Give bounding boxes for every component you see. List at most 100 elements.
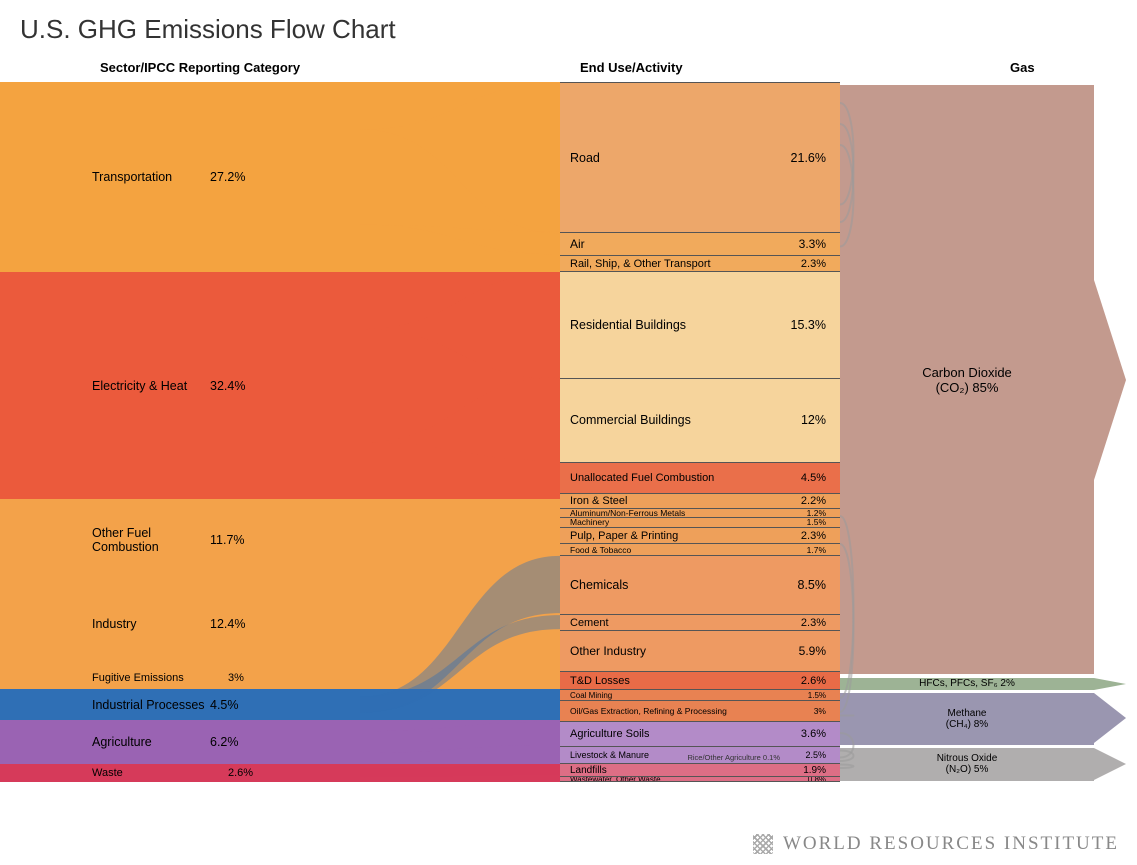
enduse-pct: 1.5% — [807, 517, 826, 527]
sector-transportation: Transportation 27.2% — [0, 82, 560, 272]
enduse-label: Coal Mining — [570, 691, 612, 700]
sector-label: Fugitive Emissions — [92, 672, 184, 684]
enduse-label: Chemicals — [570, 578, 628, 592]
enduse-pct: 12% — [801, 413, 826, 427]
gas-label: Carbon Dioxide — [922, 365, 1012, 380]
gas-ch4: Methane(CH₄) 8% — [840, 693, 1094, 745]
enduse-label: Aluminum/Non-Ferrous Metals — [570, 508, 685, 516]
enduse-landfills: Landfills 1.9% — [560, 763, 840, 776]
enduse-pct: 8.5% — [798, 578, 827, 592]
col-header-gas: Gas — [1010, 60, 1035, 75]
enduse-res_buildings: Residential Buildings15.3% — [560, 271, 840, 378]
gas-arrowhead-icon — [1094, 678, 1126, 690]
enduse-pct: 2.5% — [805, 750, 826, 760]
enduse-label: Agriculture Soils — [570, 728, 649, 740]
enduse-pct: 5.9% — [799, 644, 826, 658]
sector-fugitive: Fugitive Emissions3% — [0, 668, 560, 689]
enduse-label: Rail, Ship, & Other Transport — [570, 258, 711, 270]
enduse-unalloc_fuel: Unallocated Fuel Combustion 4.5% — [560, 462, 840, 493]
enduse-machinery: Machinery 1.5% — [560, 517, 840, 527]
enduse-pct: 1.9% — [803, 765, 826, 776]
enduse-label: Livestock & Manure — [570, 750, 649, 760]
enduse-footnote: Rice/Other Agriculture 0.1% — [687, 753, 780, 762]
enduse-aluminum: Aluminum/Non-Ferrous Metals 1.2% — [560, 508, 840, 516]
enduse-oil_gas: Oil/Gas Extraction, Refining & Processin… — [560, 700, 840, 721]
sector-pct: 11.7% — [210, 533, 245, 547]
enduse-label: Wastewater, Other Waste — [570, 776, 661, 782]
gas-label-sub: (CH₄) 8% — [946, 719, 988, 730]
gas-label-sub: (CO₂) 85% — [936, 380, 999, 395]
enduse-label: Unallocated Fuel Combustion — [570, 472, 714, 484]
sector-label: Transportation — [92, 170, 172, 184]
enduse-pct: 1.5% — [808, 691, 826, 700]
sector-label: Industrial Processes — [92, 698, 205, 712]
gas-label: Nitrous Oxide — [937, 753, 998, 764]
sector-pct: 6.2% — [210, 735, 239, 749]
enduse-label: Air — [570, 237, 585, 251]
col-header-sector: Sector/IPCC Reporting Category — [100, 60, 300, 75]
enduse-chemicals: Chemicals 8.5% — [560, 555, 840, 614]
sector-electricity_heat: Electricity & Heat 32.4% — [0, 272, 560, 499]
enduse-pct: 4.5% — [801, 472, 826, 484]
enduse-pct: 3.3% — [799, 237, 826, 251]
sector-label: Waste — [92, 767, 123, 779]
enduse-pct: 2.3% — [801, 530, 826, 542]
enduse-label: Other Industry — [570, 644, 646, 658]
enduse-pct: 3% — [814, 706, 826, 716]
gas-arrowhead-icon — [1094, 280, 1126, 480]
sector-other_fuel: Other Fuel Combustion 11.7% — [0, 499, 560, 581]
enduse-label: Landfills — [570, 765, 607, 776]
sector-label: Industry — [92, 617, 136, 631]
gas-co2: Carbon Dioxide(CO₂) 85% — [840, 85, 1094, 674]
enduse-pct: 2.2% — [801, 495, 826, 507]
sector-industrial_proc: Industrial Processes4.5% — [0, 689, 560, 721]
enduse-coal_mining: Coal Mining 1.5% — [560, 689, 840, 699]
enduse-cement: Cement 2.3% — [560, 614, 840, 630]
enduse-pulp_paper: Pulp, Paper & Printing 2.3% — [560, 527, 840, 543]
enduse-pct: 0.8% — [808, 776, 826, 782]
enduse-label: Oil/Gas Extraction, Refining & Processin… — [570, 706, 727, 716]
sector-pct: 12.4% — [210, 617, 245, 631]
enduse-pct: 1.7% — [807, 545, 826, 555]
wri-logo-icon — [753, 834, 773, 854]
page-title: U.S. GHG Emissions Flow Chart — [20, 14, 396, 45]
enduse-label: Commercial Buildings — [570, 413, 691, 427]
enduse-air: Air 3.3% — [560, 232, 840, 255]
footer-attribution: WORLD RESOURCES INSTITUTE — [753, 833, 1119, 855]
enduse-com_buildings: Commercial Buildings 12% — [560, 378, 840, 462]
enduse-iron_steel: Iron & Steel 2.2% — [560, 493, 840, 508]
footer-text: WORLD RESOURCES INSTITUTE — [783, 833, 1119, 855]
enduse-label: Cement — [570, 617, 609, 629]
enduse-livestock: Livestock & Manure 2.5% Rice/Other Agricul… — [560, 746, 840, 763]
enduse-label: Road — [570, 151, 600, 165]
enduse-other_industry: Other Industry 5.9% — [560, 630, 840, 671]
sector-waste: Waste2.6% — [0, 764, 560, 782]
enduse-td_losses: T&D Losses 2.6% — [560, 671, 840, 689]
sector-pct: 27.2% — [210, 170, 245, 184]
gas-label: Methane — [948, 708, 987, 719]
enduse-pct: 2.3% — [801, 617, 826, 629]
sector-pct: 32.4% — [210, 379, 245, 393]
enduse-label: Residential Buildings — [570, 318, 686, 332]
gas-hfcs: HFCs, PFCs, SF₆ 2% — [840, 678, 1094, 691]
col-header-enduse: End Use/Activity — [580, 60, 683, 75]
sector-label: Other Fuel Combustion — [92, 526, 159, 554]
gas-arrowhead-icon — [1094, 748, 1126, 780]
enduse-label: Pulp, Paper & Printing — [570, 530, 678, 542]
enduse-label: Machinery — [570, 517, 609, 527]
enduse-pct: 21.6% — [791, 151, 826, 165]
enduse-pct: 1.2% — [807, 508, 826, 516]
sector-industry: Industry 12.4% — [0, 581, 560, 668]
sector-label: Electricity & Heat — [92, 379, 187, 393]
sector-agriculture: Agriculture 6.2% — [0, 720, 560, 763]
gas-n2o: Nitrous Oxide(N₂O) 5% — [840, 748, 1094, 780]
enduse-label: Iron & Steel — [570, 495, 627, 507]
gas-label: HFCs, PFCs, SF₆ 2% — [919, 678, 1015, 689]
sector-label: Agriculture — [92, 735, 152, 749]
gas-arrowhead-icon — [1094, 693, 1126, 743]
enduse-label: Food & Tobacco — [570, 545, 631, 555]
sankey-chart: ENERGY Transportation27.2%Electricity & … — [0, 82, 1137, 822]
enduse-pct: 2.6% — [801, 675, 826, 687]
enduse-pct: 3.6% — [801, 728, 826, 740]
enduse-label: T&D Losses — [570, 675, 630, 687]
